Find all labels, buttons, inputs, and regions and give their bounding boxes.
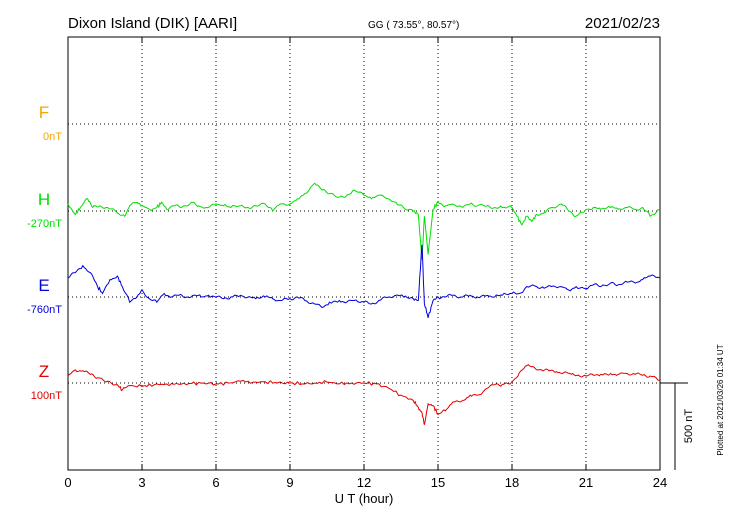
component-labels: F 0nT H -270nT E -760nT Z 100nT <box>27 103 62 402</box>
x-tick-label: 24 <box>653 475 667 490</box>
series-line-Z <box>67 364 661 425</box>
component-baseline: 100nT <box>31 390 62 402</box>
x-tick-label: 0 <box>64 475 71 490</box>
component-baseline: 0nT <box>43 131 62 143</box>
chart-date: 2021/02/23 <box>585 15 660 32</box>
station-coordinates: GG ( 73.55°, 80.57°) <box>368 20 459 31</box>
series-line-E <box>67 244 661 318</box>
x-axis: 0 3 6 9 12 15 18 21 24 <box>64 37 667 490</box>
scale-label: 500 nT <box>683 409 695 444</box>
component-name: H <box>38 190 50 209</box>
component-name: E <box>38 276 49 295</box>
x-tick-label: 6 <box>212 475 219 490</box>
x-tick-label: 15 <box>431 475 445 490</box>
x-axis-label: U T (hour) <box>335 491 394 506</box>
plotted-timestamp: Plotted at 2021/03/26 01:34 UT <box>716 344 725 455</box>
component-name: F <box>39 103 49 122</box>
x-tick-label: 18 <box>505 475 519 490</box>
series-group <box>67 182 661 425</box>
component-baseline: -270nT <box>27 218 62 230</box>
x-tick-label: 21 <box>579 475 593 490</box>
x-tick-label: 3 <box>138 475 145 490</box>
series-line-H <box>67 182 661 260</box>
x-tick-label: 12 <box>357 475 371 490</box>
component-baseline: -760nT <box>27 304 62 316</box>
x-tick-label: 9 <box>286 475 293 490</box>
component-name: Z <box>39 362 49 381</box>
chart-title: Dixon Island (DIK) [AARI] <box>68 15 237 32</box>
grid <box>68 37 660 470</box>
